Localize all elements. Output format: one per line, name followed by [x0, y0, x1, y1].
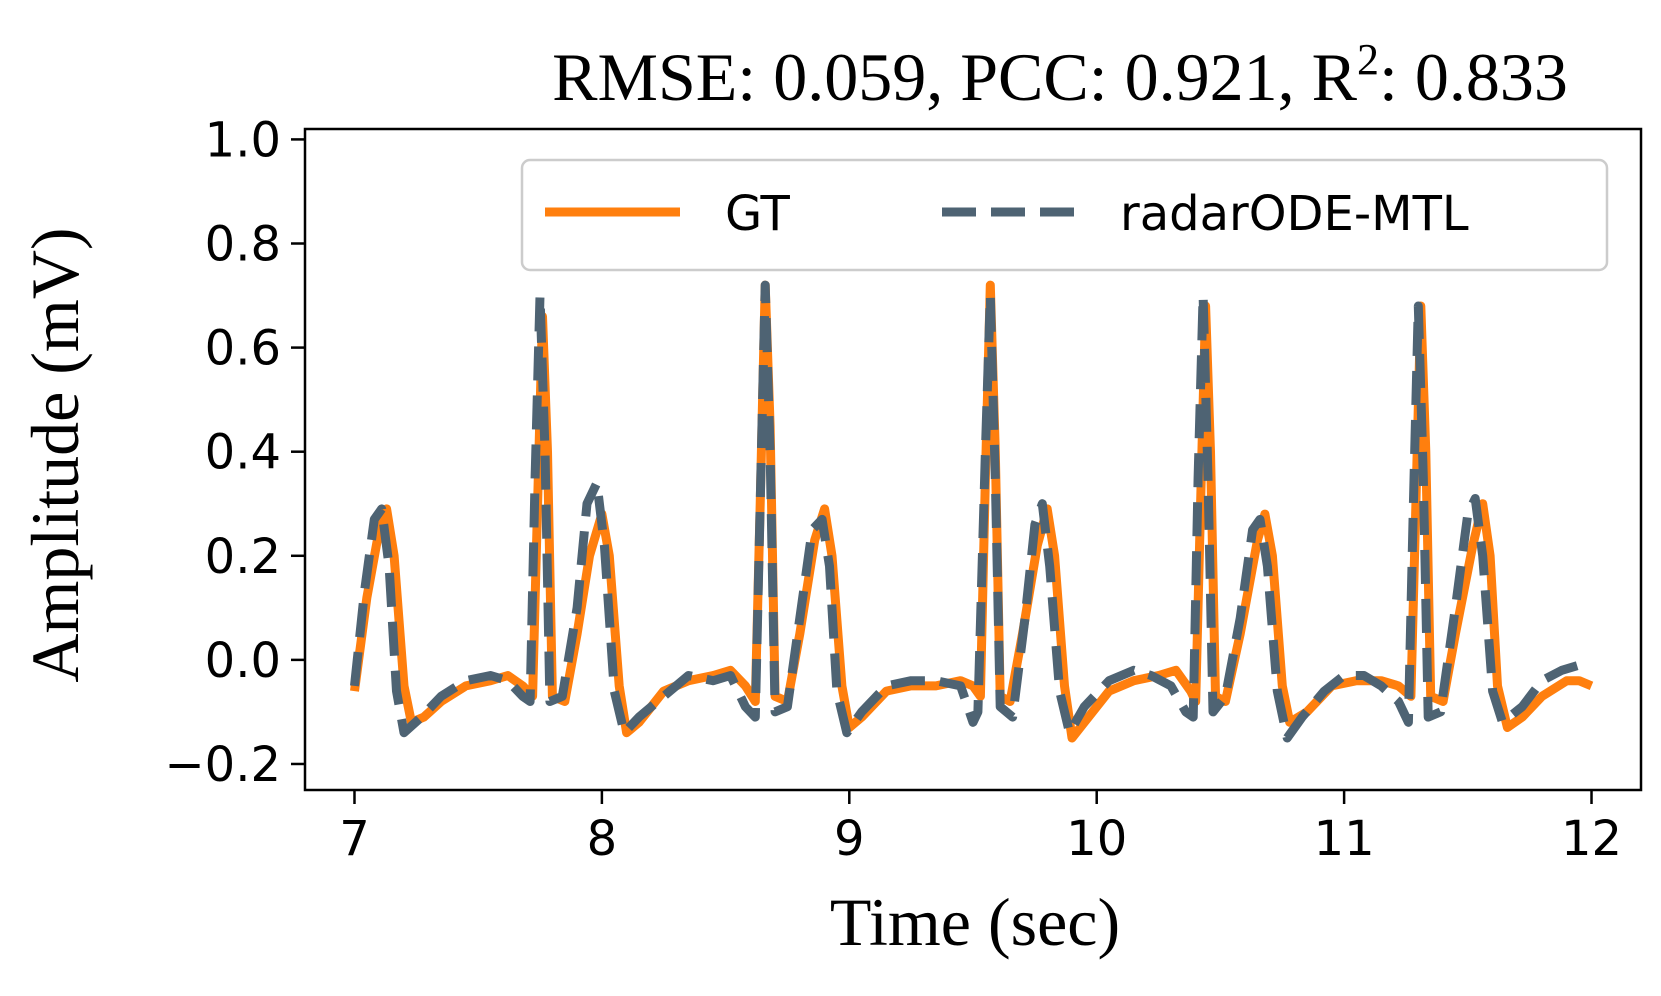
x-ticks: 7 8 9 10 11 12	[339, 790, 1622, 867]
legend: GT radarODE-MTL	[520, 158, 1609, 272]
y-ticks: −0.2 0.0 0.2 0.4 0.6 0.8 1.0	[164, 112, 305, 793]
legend-label-gt: GT	[725, 186, 790, 242]
x-tick-label: 7	[339, 811, 370, 867]
series-layer	[350, 280, 1594, 743]
title-main: RMSE: 0.059, PCC: 0.921, R	[552, 39, 1357, 115]
y-tick-label: 0.4	[205, 425, 281, 481]
y-tick-label: 0.8	[205, 217, 281, 273]
x-tick-label: 11	[1314, 811, 1375, 867]
plot-frame	[303, 127, 1643, 792]
y-tick-label: −0.2	[164, 737, 281, 793]
title-superscript: 2	[1357, 35, 1379, 84]
x-tick-label: 9	[834, 811, 865, 867]
title-tail: : 0.833	[1379, 39, 1568, 115]
y-axis-label: Amplitude (mV)	[17, 227, 93, 682]
y-tick-label: 0.6	[205, 321, 281, 377]
plot-area	[303, 127, 1643, 792]
legend-label-radarode-mtl: radarODE-MTL	[1120, 186, 1469, 242]
chart-title: RMSE: 0.059, PCC: 0.921, R2: 0.833	[552, 35, 1568, 115]
x-tick-label: 8	[587, 811, 618, 867]
series-line-radarode-mtl	[350, 280, 1581, 743]
y-tick-label: 0.2	[205, 529, 281, 585]
x-tick-label: 10	[1066, 811, 1127, 867]
y-tick-label: 0.0	[205, 633, 281, 689]
x-tick-label: 12	[1561, 811, 1622, 867]
x-axis-label: Time (sec)	[830, 884, 1120, 960]
y-tick-label: 1.0	[205, 112, 281, 168]
